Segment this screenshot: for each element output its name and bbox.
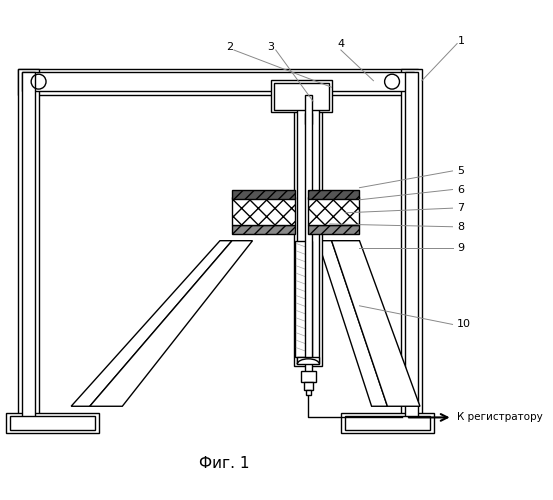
Bar — [304, 382, 313, 390]
Bar — [405, 72, 418, 422]
Bar — [232, 225, 295, 234]
Text: К регистратору: К регистратору — [457, 412, 543, 422]
Bar — [309, 190, 359, 199]
Text: Фиг. 1: Фиг. 1 — [200, 456, 250, 471]
Polygon shape — [317, 240, 388, 406]
Bar — [271, 80, 332, 112]
Bar — [297, 357, 320, 364]
Text: 5: 5 — [457, 166, 464, 176]
Bar — [22, 72, 414, 91]
Bar — [341, 413, 434, 433]
Text: 7: 7 — [457, 203, 465, 213]
Bar — [295, 240, 312, 357]
Polygon shape — [71, 240, 232, 406]
Polygon shape — [332, 240, 420, 406]
Bar — [345, 416, 430, 430]
Bar — [232, 190, 295, 199]
Bar — [22, 72, 35, 422]
Text: 1: 1 — [458, 36, 465, 46]
Text: 2: 2 — [226, 42, 233, 52]
Text: 9: 9 — [457, 243, 465, 253]
Text: 6: 6 — [457, 184, 464, 194]
Text: 8: 8 — [457, 222, 465, 232]
Bar — [18, 68, 418, 94]
Bar — [294, 92, 322, 366]
Bar — [401, 68, 422, 422]
Bar — [309, 197, 359, 225]
Bar — [309, 225, 359, 234]
Text: 10: 10 — [457, 320, 471, 330]
Bar — [18, 68, 39, 422]
Bar — [305, 114, 312, 124]
Bar — [10, 416, 95, 430]
Text: 4: 4 — [337, 38, 345, 48]
Bar — [274, 82, 329, 110]
Bar — [297, 94, 320, 364]
Bar — [232, 197, 295, 225]
Bar — [6, 413, 99, 433]
Polygon shape — [90, 240, 253, 406]
Text: 3: 3 — [268, 42, 275, 52]
Bar — [306, 390, 311, 395]
Bar — [305, 94, 312, 374]
Bar — [302, 110, 315, 127]
Bar — [301, 371, 316, 382]
